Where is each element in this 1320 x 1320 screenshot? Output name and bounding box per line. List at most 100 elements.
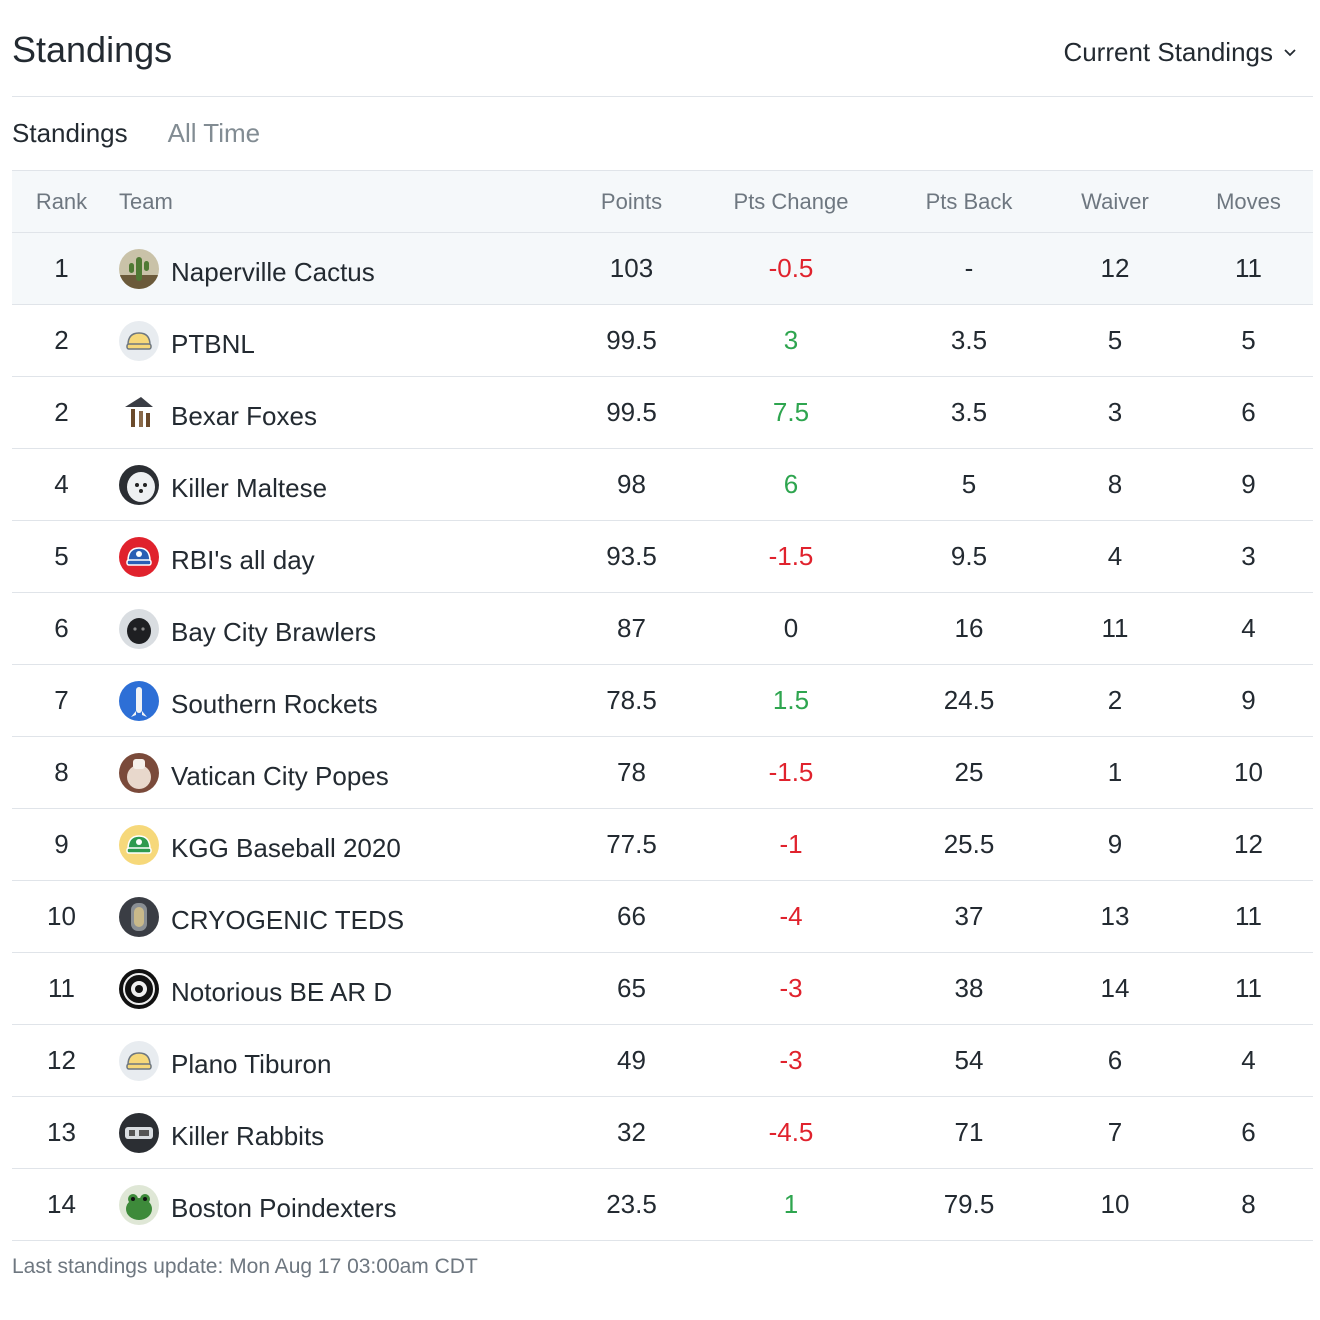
table-row: 13 Killer Rabbits 32 -4.5 71 7 6 bbox=[12, 1096, 1313, 1169]
team-name-link[interactable]: Bexar Foxes bbox=[171, 401, 317, 431]
tab-all-time[interactable]: All Time bbox=[167, 118, 261, 148]
pts-change-cell: -4.5 bbox=[690, 1096, 892, 1169]
moves-cell: 10 bbox=[1184, 736, 1313, 809]
rank-cell: 4 bbox=[12, 448, 111, 521]
points-cell: 99.5 bbox=[573, 376, 690, 449]
tab-standings[interactable]: Standings bbox=[12, 118, 128, 148]
pts-change-cell: -1.5 bbox=[690, 520, 892, 593]
table-row: 4 Killer Maltese 98 6 5 8 9 bbox=[12, 448, 1313, 521]
pts-change-cell: 7.5 bbox=[690, 376, 892, 449]
notorious-badge-avatar[interactable] bbox=[119, 968, 159, 1009]
team-cell: Plano Tiburon bbox=[119, 1040, 573, 1081]
team-cell: Vatican City Popes bbox=[119, 752, 573, 793]
rank-cell: 8 bbox=[12, 736, 111, 809]
team-name-link[interactable]: PTBNL bbox=[171, 329, 255, 359]
table-row: 8 Vatican City Popes 78 -1.5 25 1 10 bbox=[12, 736, 1313, 809]
team-cell: Killer Maltese bbox=[119, 464, 573, 505]
rank-cell: 2 bbox=[12, 376, 111, 449]
table-row: 7 Southern Rockets 78.5 1.5 24.5 2 9 bbox=[12, 664, 1313, 737]
moves-cell: 12 bbox=[1184, 808, 1313, 881]
pts-back-cell: 54 bbox=[892, 1024, 1046, 1097]
foxes-avatar[interactable] bbox=[119, 392, 159, 433]
pts-back-cell: 79.5 bbox=[892, 1168, 1046, 1241]
popes-avatar[interactable] bbox=[119, 752, 159, 793]
cactus-avatar[interactable] bbox=[119, 248, 159, 289]
waiver-cell: 11 bbox=[1046, 592, 1184, 665]
team-name-link[interactable]: Bay City Brawlers bbox=[171, 617, 377, 647]
maltese-dog-avatar[interactable] bbox=[119, 464, 159, 505]
team-cell: Southern Rockets bbox=[119, 680, 573, 721]
team-name-link[interactable]: RBI's all day bbox=[171, 545, 315, 575]
rabbits-avatar[interactable] bbox=[119, 1112, 159, 1153]
team-name-link[interactable]: CRYOGENIC TEDS bbox=[171, 905, 405, 935]
moves-cell: 4 bbox=[1184, 1024, 1313, 1097]
team-name-link[interactable]: Vatican City Popes bbox=[171, 761, 389, 791]
points-cell: 93.5 bbox=[573, 520, 690, 593]
team-name-link[interactable]: Naperville Cactus bbox=[171, 257, 375, 287]
rank-cell: 12 bbox=[12, 1024, 111, 1097]
team-name-link[interactable]: Notorious BE AR D bbox=[171, 977, 393, 1007]
pts-back-cell: 25.5 bbox=[892, 808, 1046, 881]
team-cell: Killer Rabbits bbox=[119, 1112, 573, 1153]
pts-back-cell: 3.5 bbox=[892, 304, 1046, 377]
red-cap-avatar[interactable] bbox=[119, 536, 159, 577]
chevron-down-icon bbox=[1283, 45, 1297, 59]
standings-view-dropdown[interactable]: Current Standings bbox=[1063, 37, 1297, 68]
points-cell: 23.5 bbox=[573, 1168, 690, 1241]
table-header-row: Rank Team Points Pts Change Pts Back Wai… bbox=[12, 170, 1313, 233]
pts-change-cell: -1 bbox=[690, 808, 892, 881]
table-row: 9 KGG Baseball 2020 77.5 -1 25.5 9 12 bbox=[12, 808, 1313, 881]
column-header-rank[interactable]: Rank bbox=[12, 170, 111, 233]
green-cap-avatar[interactable] bbox=[119, 824, 159, 865]
cryo-tube-avatar[interactable] bbox=[119, 896, 159, 937]
waiver-cell: 6 bbox=[1046, 1024, 1184, 1097]
column-header-team[interactable]: Team bbox=[111, 170, 573, 233]
pts-change-cell: -3 bbox=[690, 952, 892, 1025]
team-cell: Notorious BE AR D bbox=[119, 968, 573, 1009]
standings-header: Standings Current Standings bbox=[12, 0, 1313, 97]
team-name-link[interactable]: Boston Poindexters bbox=[171, 1193, 397, 1223]
moves-cell: 6 bbox=[1184, 376, 1313, 449]
rank-cell: 6 bbox=[12, 592, 111, 665]
team-name-link[interactable]: Plano Tiburon bbox=[171, 1049, 332, 1079]
column-header-moves[interactable]: Moves bbox=[1184, 170, 1313, 233]
waiver-cell: 2 bbox=[1046, 664, 1184, 737]
moves-cell: 3 bbox=[1184, 520, 1313, 593]
team-cell: CRYOGENIC TEDS bbox=[119, 896, 573, 937]
points-cell: 103 bbox=[573, 232, 690, 305]
team-cell: Naperville Cactus bbox=[119, 248, 573, 289]
rank-cell: 1 bbox=[12, 232, 111, 305]
yellow-cap-avatar[interactable] bbox=[119, 1040, 159, 1081]
black-dog-avatar[interactable] bbox=[119, 608, 159, 649]
waiver-cell: 4 bbox=[1046, 520, 1184, 593]
rank-cell: 10 bbox=[12, 880, 111, 953]
team-name-link[interactable]: Southern Rockets bbox=[171, 689, 378, 719]
table-row: 6 Bay City Brawlers 87 0 16 11 4 bbox=[12, 592, 1313, 665]
pts-back-cell: 38 bbox=[892, 952, 1046, 1025]
team-name-link[interactable]: Killer Rabbits bbox=[171, 1121, 325, 1151]
table-row: 2 PTBNL 99.5 3 3.5 5 5 bbox=[12, 304, 1313, 377]
pts-change-cell: 1.5 bbox=[690, 664, 892, 737]
column-header-pts-change[interactable]: Pts Change bbox=[690, 170, 892, 233]
column-header-waiver[interactable]: Waiver bbox=[1046, 170, 1184, 233]
rank-cell: 7 bbox=[12, 664, 111, 737]
standings-table-body: 1 Naperville Cactus 103 -0.5 - 12 11 2 P… bbox=[12, 232, 1313, 1241]
standings-table: Rank Team Points Pts Change Pts Back Wai… bbox=[12, 170, 1313, 1241]
moves-cell: 9 bbox=[1184, 664, 1313, 737]
pts-back-cell: 16 bbox=[892, 592, 1046, 665]
column-header-pts-back[interactable]: Pts Back bbox=[892, 170, 1046, 233]
rank-cell: 9 bbox=[12, 808, 111, 881]
yellow-cap-avatar[interactable] bbox=[119, 320, 159, 361]
table-row: 1 Naperville Cactus 103 -0.5 - 12 11 bbox=[12, 232, 1313, 305]
pts-back-cell: 71 bbox=[892, 1096, 1046, 1169]
column-header-points[interactable]: Points bbox=[573, 170, 690, 233]
pts-back-cell: 25 bbox=[892, 736, 1046, 809]
pts-change-cell: -3 bbox=[690, 1024, 892, 1097]
moves-cell: 6 bbox=[1184, 1096, 1313, 1169]
team-name-link[interactable]: KGG Baseball 2020 bbox=[171, 833, 401, 863]
points-cell: 65 bbox=[573, 952, 690, 1025]
team-name-link[interactable]: Killer Maltese bbox=[171, 473, 328, 503]
pts-change-cell: -0.5 bbox=[690, 232, 892, 305]
frog-avatar[interactable] bbox=[119, 1184, 159, 1225]
rocket-avatar[interactable] bbox=[119, 680, 159, 721]
